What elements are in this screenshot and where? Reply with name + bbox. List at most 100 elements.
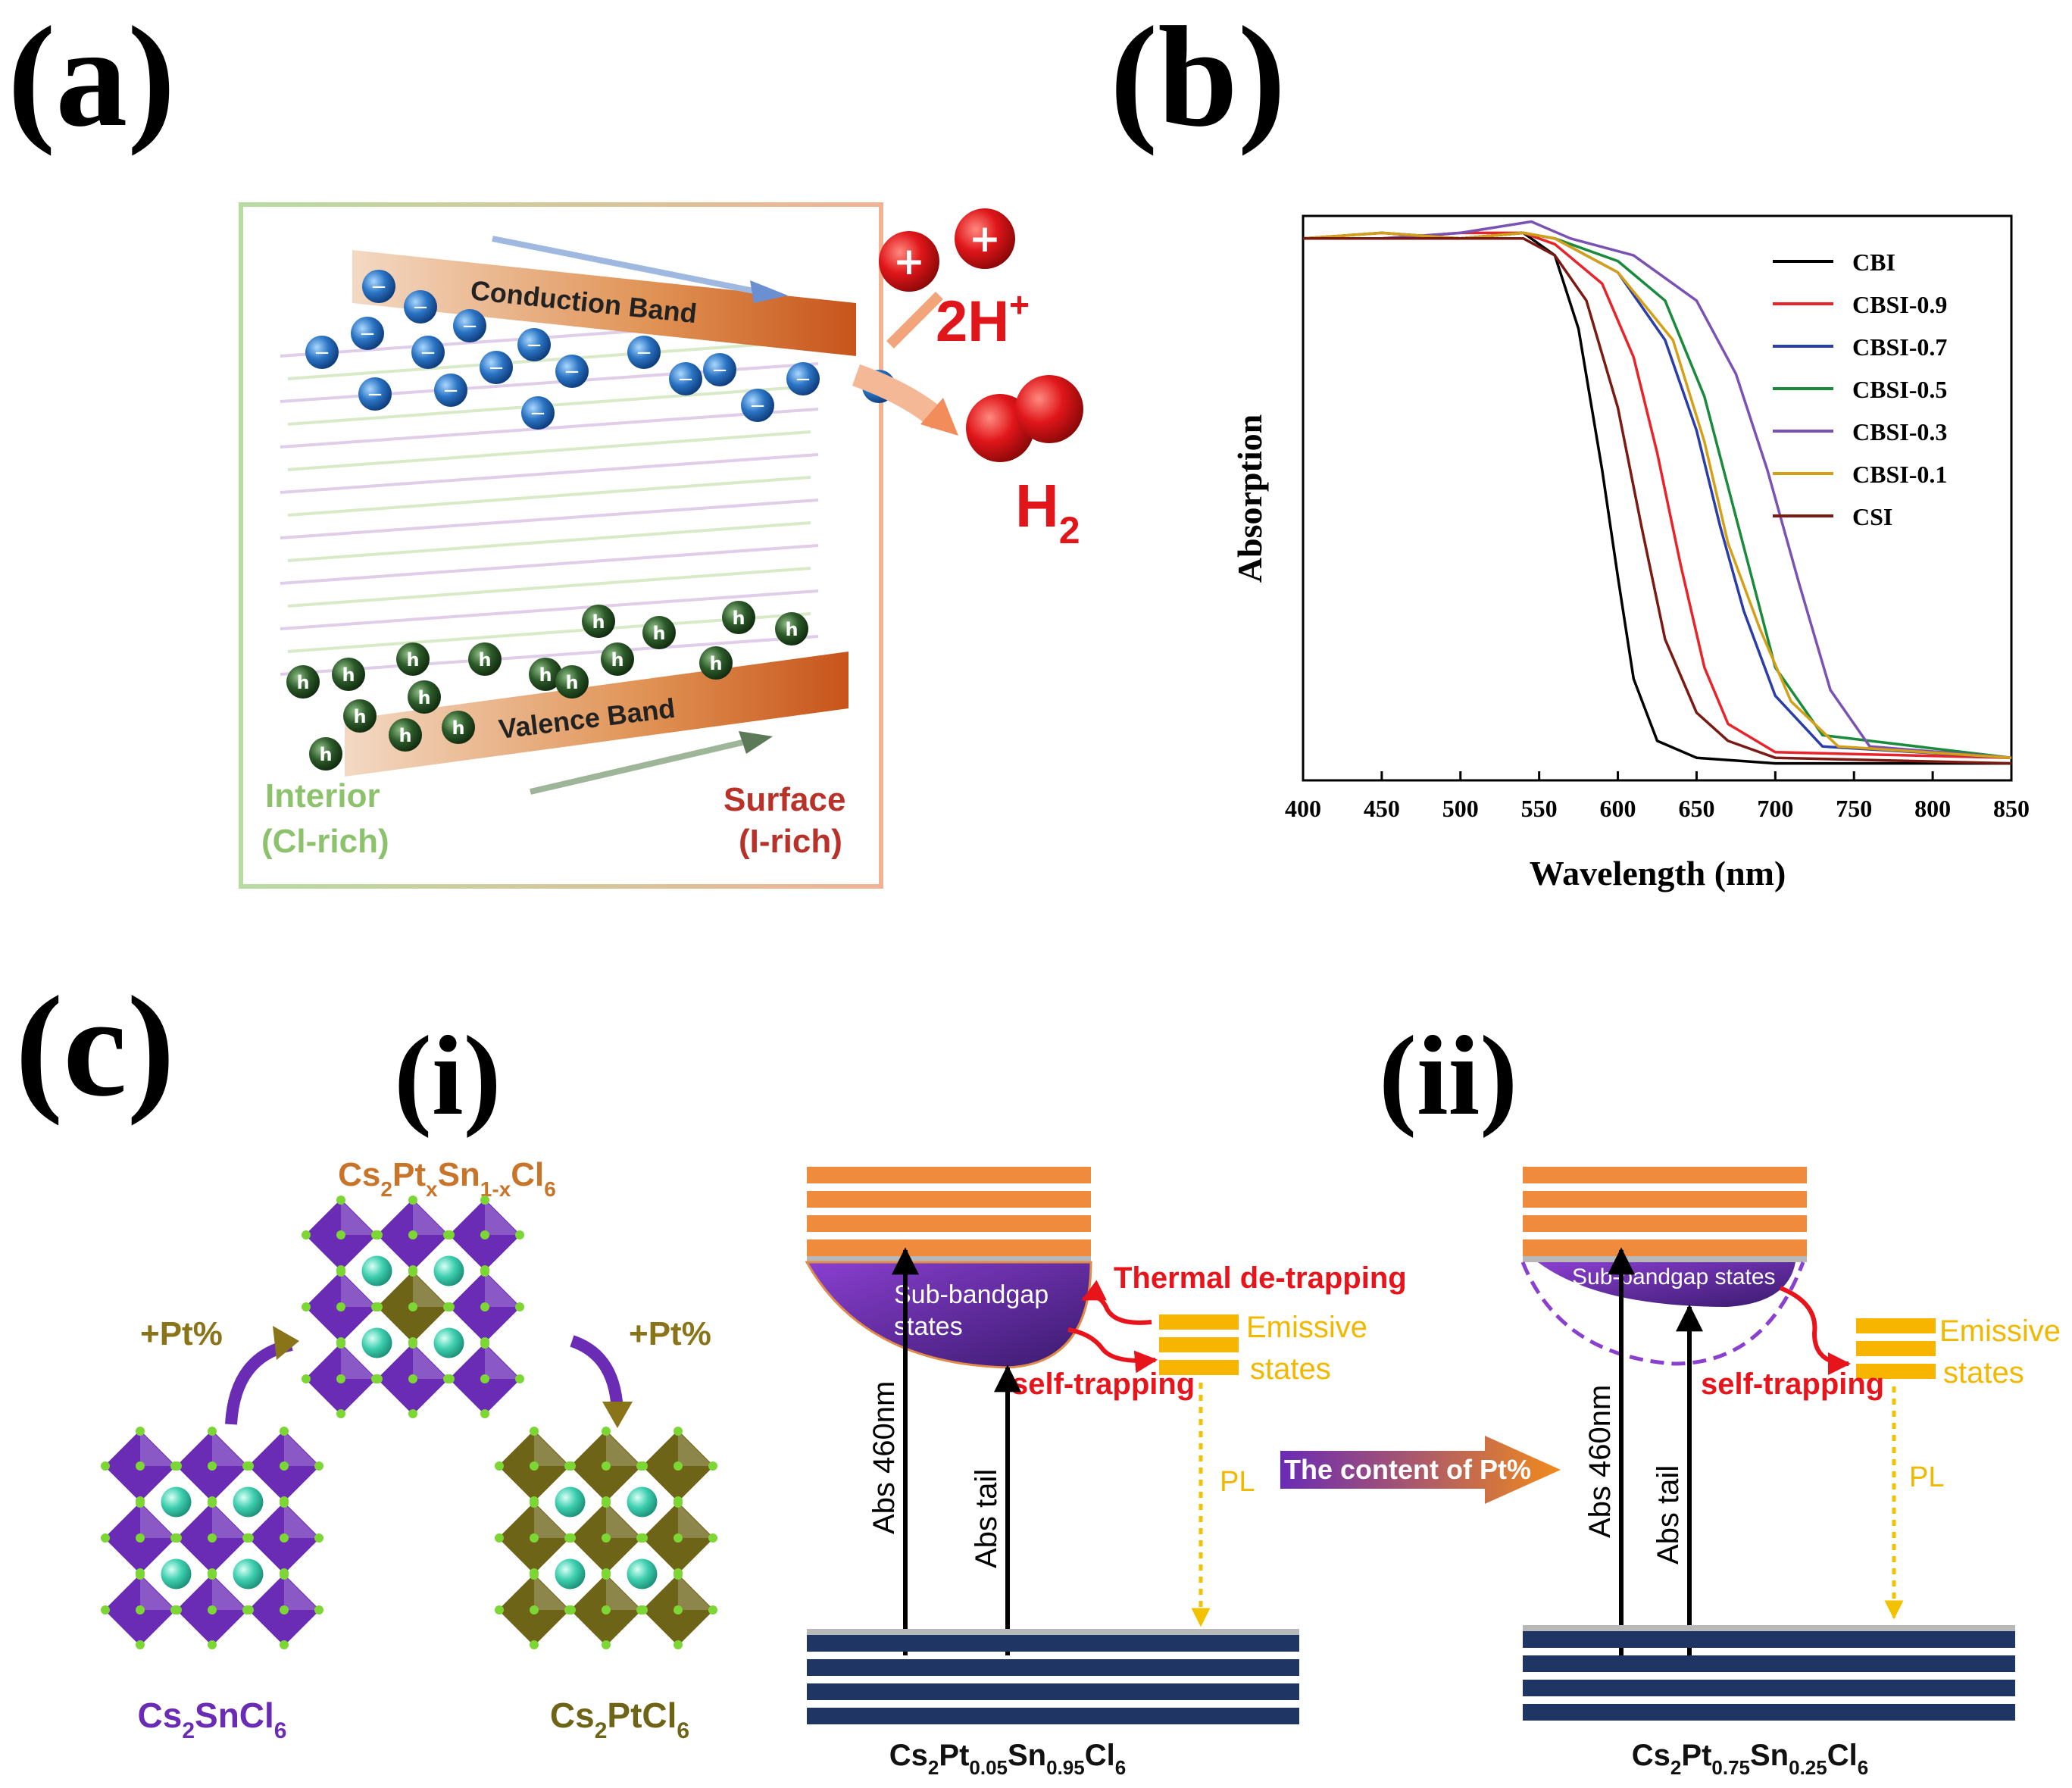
svg-text:−: −	[636, 342, 652, 364]
chlorine-atom	[602, 1499, 611, 1508]
cesium-atom	[161, 1558, 192, 1590]
pl-label: PL	[1220, 1466, 1255, 1498]
chlorine-atom	[136, 1605, 145, 1615]
sub-bandgap-label: Sub-bandgap	[894, 1280, 1049, 1309]
thermal-arrow	[1081, 1280, 1152, 1325]
svg-text:h: h	[652, 623, 665, 644]
octahedron-face	[485, 1272, 520, 1307]
panel-label-i: (i)	[394, 1013, 502, 1139]
cesium-atom	[627, 1558, 658, 1590]
chlorine-atom	[280, 1640, 289, 1649]
emissive-label: Emissive	[1246, 1311, 1367, 1344]
hole: h	[642, 616, 676, 649]
hole: h	[722, 601, 755, 634]
pt-content-arrow: The content of Pt%	[1280, 1436, 1561, 1504]
chlorine-atom	[373, 1302, 383, 1311]
x-tick-label: 800	[1914, 795, 1951, 822]
legend-label: CBSI-0.5	[1852, 376, 1947, 403]
chlorine-atom	[673, 1427, 683, 1436]
x-axis-label: Wavelength (nm)	[1530, 854, 1786, 892]
chlorine-atom	[336, 1302, 345, 1311]
emissive-label: Emissive	[1939, 1314, 2061, 1348]
interior-label: Interior	[265, 777, 380, 814]
self-trapping-arrow	[1779, 1286, 1851, 1375]
emissive-states	[1856, 1318, 1936, 1379]
chlorine-atom	[280, 1571, 289, 1580]
cesium-atom	[161, 1486, 192, 1518]
chlorine-atom	[673, 1461, 683, 1471]
octahedron-face	[413, 1272, 448, 1307]
chlorine-atom	[567, 1605, 576, 1615]
svg-text:h: h	[785, 619, 798, 640]
x-tick-label: 550	[1521, 795, 1558, 822]
chlorine-atom	[336, 1374, 345, 1383]
hole: h	[332, 658, 365, 691]
electron: −	[358, 377, 392, 411]
emissive-label-2: states	[1250, 1352, 1331, 1386]
chlorine-atom	[530, 1427, 539, 1436]
octahedron-face	[485, 1200, 520, 1235]
hole: h	[582, 605, 615, 638]
x-tick-label: 750	[1836, 795, 1872, 822]
sub-bandgap-label: Sub-bandgap states	[1572, 1264, 1776, 1289]
chlorine-atom	[173, 1605, 182, 1615]
chlorine-atom	[314, 1533, 323, 1543]
cesium-atom	[433, 1327, 464, 1358]
svg-text:h: h	[611, 649, 623, 670]
self-trapping-label: self-trapping	[1011, 1368, 1195, 1401]
cesium-atom	[433, 1255, 464, 1286]
chlorine-atom	[336, 1196, 345, 1205]
vb-flow-arrow	[530, 739, 743, 795]
svg-text:h: h	[319, 744, 332, 765]
chlorine-atom	[336, 1268, 345, 1277]
pl-label: PL	[1909, 1461, 1944, 1493]
svg-text:−: −	[530, 402, 546, 425]
valence-band-levels	[807, 1635, 1299, 1724]
chlorine-atom	[314, 1461, 323, 1471]
chlorine-atom	[602, 1605, 611, 1615]
octahedron-face	[284, 1503, 319, 1538]
chlorine-atom	[408, 1196, 417, 1205]
svg-text:−: −	[749, 395, 766, 417]
chlorine-atom	[639, 1461, 648, 1471]
electron: −	[305, 336, 339, 369]
cesium-atom	[555, 1558, 586, 1590]
cb-flow-arrow	[492, 236, 758, 295]
svg-text:h: h	[417, 687, 430, 708]
panel-a: Conduction Band Valence Band − − − − − −…	[239, 202, 1083, 889]
electron: −	[434, 374, 467, 407]
svg-text:−: −	[677, 368, 694, 391]
chlorine-atom	[480, 1409, 489, 1418]
abs-460-label: Abs 460nm	[1583, 1385, 1617, 1538]
surface-sub-label: (I-rich)	[739, 823, 842, 860]
chlorine-atom	[136, 1461, 145, 1471]
chlorine-atom	[567, 1533, 576, 1543]
mixed-lattice	[302, 1196, 524, 1418]
formula-left: Cs2Pt0.05Sn0.95Cl6	[889, 1739, 1126, 1779]
panel-label-ii: (ii)	[1379, 1013, 1517, 1139]
chlorine-atom	[445, 1302, 455, 1311]
chlorine-atom	[280, 1605, 289, 1615]
chlorine-atom	[602, 1533, 611, 1543]
svg-text:h: h	[353, 706, 366, 727]
top-formula: Cs2PtxSn1-xCl6	[338, 1156, 556, 1201]
cesium-atom	[555, 1486, 586, 1518]
chlorine-atom	[408, 1409, 417, 1418]
octahedron-face	[341, 1272, 376, 1307]
hole: h	[442, 711, 475, 744]
electrons: − − − − − − − − − − − − − − − − − −	[305, 270, 895, 430]
panel-c-ii-right: Sub-bandgap states Emissive states self-…	[1520, 1167, 2061, 1779]
chlorine-atom	[208, 1533, 217, 1543]
octahedron-face	[341, 1200, 376, 1235]
cesium-atom	[361, 1327, 392, 1358]
valence-band	[345, 652, 848, 777]
chlorine-atom	[673, 1533, 683, 1543]
chlorine-atom	[515, 1374, 524, 1383]
octahedron-face	[606, 1575, 641, 1610]
electron: −	[703, 353, 736, 386]
cesium-atom	[627, 1486, 658, 1518]
sn-lattice	[101, 1427, 323, 1649]
thermal-detrapping-label: Thermal de-trapping	[1114, 1261, 1407, 1295]
abs-tail-label: Abs tail	[970, 1469, 1003, 1568]
chlorine-atom	[208, 1499, 217, 1508]
